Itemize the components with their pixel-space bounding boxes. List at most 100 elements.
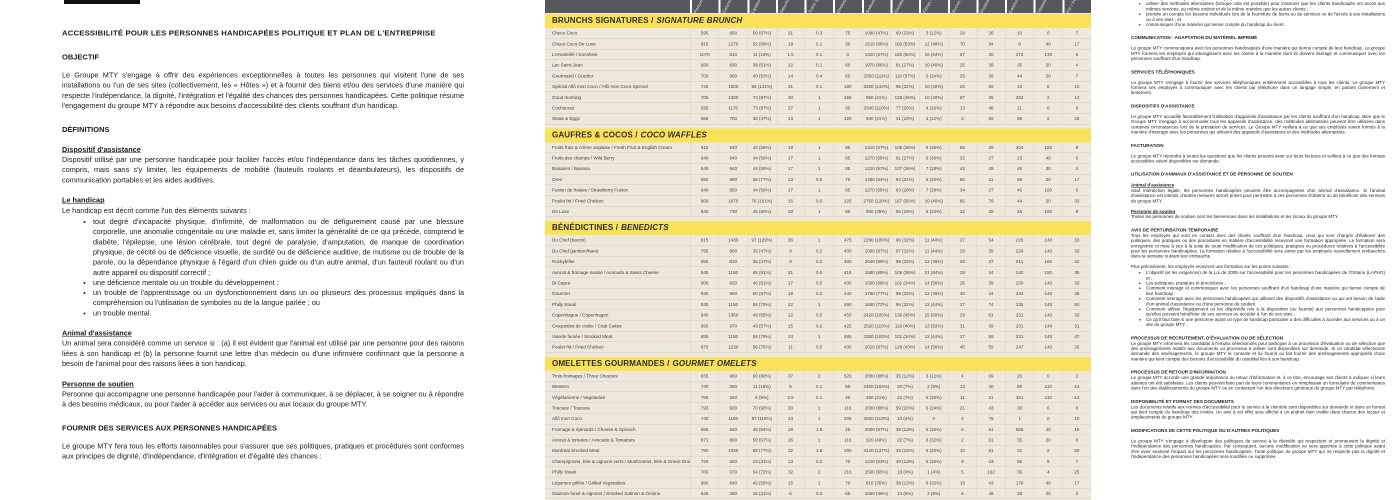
nutrition-value: 920 (40%): [861, 434, 891, 446]
nutrition-value: 930: [718, 402, 748, 414]
menu-item-name: Gourmand / Guzzler: [552, 73, 594, 79]
menu-item-name: Trois fromages / Three Cheeses: [552, 373, 618, 379]
nutrition-value: 2 (8%): [919, 381, 948, 392]
nutrition-value: 81 (27%): [890, 152, 919, 164]
menu-item-name: Copenhague / Copenhagen: [552, 312, 609, 318]
nutrition-value: 25: [1062, 113, 1091, 124]
nutrition-value: 14 (5%): [890, 488, 919, 499]
nutrition-value: 36: [1062, 267, 1091, 278]
nutrition-value: 70: [833, 174, 862, 185]
bullet-item: autant que cela ne présente pas de risqu…: [1145, 0, 1385, 1]
nutrition-value: 0: [1033, 413, 1063, 424]
nutrition-column-header: Sodium (mg): [861, 0, 891, 13]
nutrition-value: 140: [1033, 245, 1063, 257]
nutrition-value: 81 (27%): [890, 60, 919, 71]
nutrition-value: 22 (7%): [890, 392, 919, 403]
logo-bar: [64, 0, 140, 4]
nutrition-value: 4 (16%): [919, 102, 948, 114]
nutrition-value: 3: [1062, 488, 1091, 499]
nutrition-value: 1230: [718, 342, 748, 353]
nutrition-value: 1: [1005, 413, 1034, 424]
nutrition-row: Viande fumée / Smoked Meat 855 1180 59 (79%…: [545, 331, 1091, 343]
nutrition-value: 1360: [718, 309, 748, 321]
nutrition-value: 55: [976, 331, 1005, 342]
section-heading: Personne de soutien: [62, 380, 134, 389]
nutrition-value: 7: [1062, 70, 1091, 81]
nutrition-value: 50: [1062, 299, 1091, 310]
bullet-item: une déficience mentale ou un trouble du …: [91, 278, 464, 288]
nutrition-value: 27: [775, 102, 805, 114]
nutrition-value: 0: [1033, 370, 1063, 381]
nutrition-value: 47: [1062, 331, 1091, 342]
nutrition-row: Western 730 360 11 (15%) 6 0.1 65 2400 (104%) 20…: [545, 381, 1091, 393]
nutrition-value: 10: [1005, 28, 1034, 39]
paragraph: Les documents relatifs aux normes d'acce…: [1131, 404, 1385, 420]
nutrition-value: 11 (44%): [919, 299, 948, 310]
nutrition-value: 1480 (64%): [861, 174, 891, 185]
nutrition-value: 990: [690, 477, 719, 488]
rotated-column-label: Calcium (mg): [1008, 0, 1025, 13]
nutrition-value: 68 (91%): [747, 267, 776, 278]
nutrition-value: 7: [1062, 28, 1091, 39]
nutrition-row: Gourmand / Guzzler 700 980 40 (53%) 14 0.4 65 2…: [545, 70, 1091, 82]
nutrition-value: 1050: [718, 445, 748, 456]
nutrition-value: 2000 (87%): [861, 245, 891, 257]
nutrition-value: 6 (24%): [919, 206, 948, 217]
menu-item-name: Fruits des champs / Wild Berry: [552, 155, 615, 161]
nutrition-row: Du Chef (jambon/ham) 795 800 35 (47%) 9 0.2 40…: [545, 245, 1091, 257]
nutrition-value: 0.2: [804, 256, 834, 267]
nutrition-value: 87: [947, 92, 977, 103]
nutrition-column-header: Vitamine A: [1033, 0, 1063, 13]
right-doc-body: autant que cela ne présente pas de risqu…: [1131, 0, 1385, 459]
nutrition-value: 85: [833, 185, 862, 196]
nutrition-value: 25: [947, 60, 977, 71]
nutrition-value: 16 (21%): [747, 488, 776, 499]
nutrition-value: 19: [1062, 424, 1091, 435]
nutrition-row: Bananes / Banana 640 940 44 (59%) 17 1 85 1310 …: [545, 163, 1091, 175]
section-heading: COMMUNICATION - ADAPTATION DU MATÉRIEL I…: [1131, 35, 1258, 41]
nutrition-value: 19: [947, 477, 977, 488]
nutrition-value: 2: [947, 434, 977, 446]
nutrition-value: 25: [1062, 467, 1091, 478]
rotated-column-label: Glucides / Carbs (g): [893, 0, 917, 13]
nutrition-value: 108 (36%): [890, 142, 919, 153]
nutrition-value: 17: [775, 163, 805, 174]
menu-item-name: Steak & Eggs: [552, 116, 580, 122]
nutrition-value: 65: [833, 381, 862, 392]
rotated-column-label: Sodium (mg): [864, 0, 882, 13]
nutrition-value: 29: [947, 309, 977, 321]
bullet-item: prendre en compte les besoins individuel…: [1145, 12, 1385, 22]
nutrition-value: 32: [775, 445, 805, 456]
nutrition-value: 85: [833, 163, 862, 174]
nutrition-value: 7 (28%): [919, 185, 948, 196]
nutrition-value: 86: [1005, 456, 1034, 467]
rotated-column-label: Fibres / Fibre (g): [922, 0, 942, 13]
menu-item-name: Choco Coco: [552, 30, 578, 36]
nutrition-column-header: Sucres / Sugars (g): [947, 0, 977, 13]
nutrition-value: 21 (84%): [919, 267, 948, 278]
section-heading: Le handicap: [62, 196, 105, 205]
nutrition-value: 43 (57%): [747, 320, 776, 331]
nutrition-value: 10 (40%): [919, 92, 948, 103]
nutrition-value: 28: [947, 256, 977, 267]
nutrition-value: 20: [1033, 195, 1063, 206]
nutrition-value: 17: [1062, 477, 1091, 488]
section-heading: Animal d'assistance: [1131, 182, 1175, 188]
paragraph: Tous les employés qui sont en contact av…: [1131, 232, 1385, 259]
nutrition-value: 6: [1062, 102, 1091, 114]
nutrition-value: 3: [947, 113, 977, 124]
nutrition-value: 1: [804, 331, 834, 342]
section-heading: AVIS DE PERTURBATION TEMPORAIRE: [1131, 227, 1219, 233]
menu-item-name: Cochonnet: [552, 105, 575, 111]
nutrition-value: 14: [1062, 381, 1091, 392]
nutrition-value: 740: [690, 413, 719, 424]
policy-page-right: autant que cela ne présente pas de risqu…: [1120, 0, 1400, 500]
nutrition-column-header: Trans (g): [804, 0, 834, 13]
nutrition-row: Avocat & tomates / Avocado & Tomatoes 871…: [545, 434, 1091, 446]
nutrition-value: 6: [775, 381, 805, 392]
nutrition-value: 915: [690, 235, 719, 246]
nutrition-value: 10: [1062, 81, 1091, 92]
nutrition-value: 0: [1033, 102, 1063, 114]
nutrition-value: 990: [718, 174, 748, 185]
bullet-item: communiquer d'une manière qui tienne com…: [1145, 22, 1385, 27]
